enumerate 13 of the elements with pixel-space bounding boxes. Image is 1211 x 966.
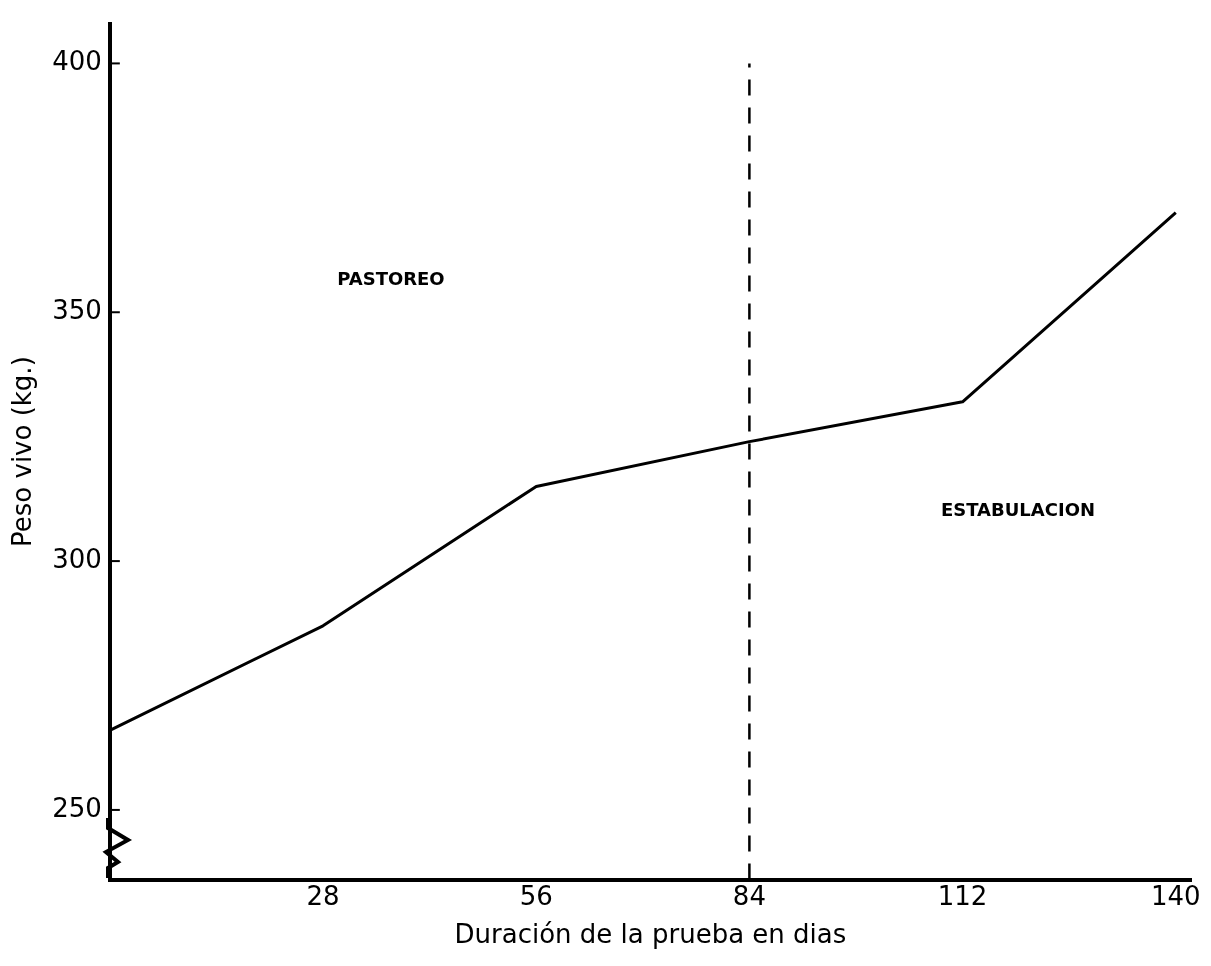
x-tick-label: 112	[937, 880, 988, 911]
y-tick-label: 400	[52, 46, 102, 77]
y-axis-title: Peso vivo (kg.)	[7, 356, 38, 547]
x-tick-label: 28	[306, 880, 340, 911]
y-tick-label: 250	[52, 792, 102, 823]
x-tick-label: 56	[519, 880, 553, 911]
y-tick-label: 300	[52, 543, 102, 574]
x-tick-label: 140	[1150, 880, 1201, 911]
annotation: PASTOREO	[337, 268, 445, 290]
annotation: ESTABULACION	[940, 499, 1096, 521]
y-tick-label: 350	[52, 295, 102, 325]
x-axis-title: Duración de la prueba en dias	[454, 919, 847, 950]
x-tick-label: 84	[732, 880, 766, 911]
